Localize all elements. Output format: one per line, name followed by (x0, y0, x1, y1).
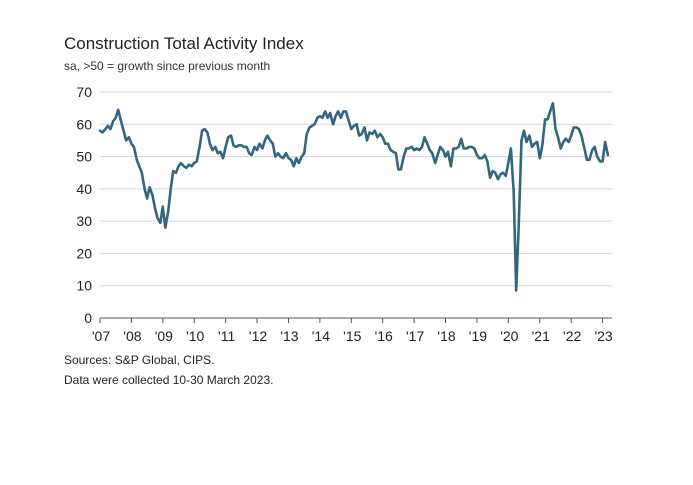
y-tick-label: 50 (76, 149, 92, 165)
x-tick-label: '14 (312, 328, 330, 344)
collection-note: Data were collected 10-30 March 2023. (64, 373, 274, 387)
x-tick-label: '23 (594, 328, 612, 344)
x-tick-label: '19 (469, 328, 487, 344)
y-tick-label: 30 (76, 213, 92, 229)
x-tick-label: '15 (343, 328, 361, 344)
source-note: Sources: S&P Global, CIPS. (64, 353, 215, 367)
y-tick-label: 0 (84, 310, 92, 326)
y-tick-label: 40 (76, 181, 92, 197)
y-tick-label: 20 (76, 245, 92, 261)
x-tick-label: '10 (186, 328, 204, 344)
y-axis-ticks: 0 10 20 30 40 50 60 70 (76, 84, 92, 326)
series-line (98, 102, 610, 292)
x-tick-label: '07 (92, 328, 110, 344)
x-tick-label: '11 (218, 328, 235, 344)
x-tick-label: '09 (155, 328, 173, 344)
x-tick-label: '13 (280, 328, 298, 344)
y-tick-label: 10 (76, 278, 92, 294)
x-tick-label: '18 (437, 328, 455, 344)
x-tick-label: '22 (563, 328, 581, 344)
y-tick-label: 60 (76, 116, 92, 132)
x-axis-ticks: '07 '08 '09 '10 '11 '12 '13 '14 '15 '16 '17 '18 '19 '… (92, 318, 613, 344)
x-tick-label: '12 (249, 328, 267, 344)
x-tick-label: '16 (375, 328, 393, 344)
x-tick-label: '17 (406, 328, 424, 344)
chart-title: Construction Total Activity Index (64, 34, 304, 53)
series-layer (98, 102, 610, 292)
chart-subtitle: sa, >50 = growth since previous month (64, 59, 271, 73)
x-tick-label: '20 (500, 328, 518, 344)
y-tick-label: 70 (76, 84, 92, 100)
x-tick-label: '21 (532, 328, 550, 344)
x-tick-label: '08 (123, 328, 141, 344)
